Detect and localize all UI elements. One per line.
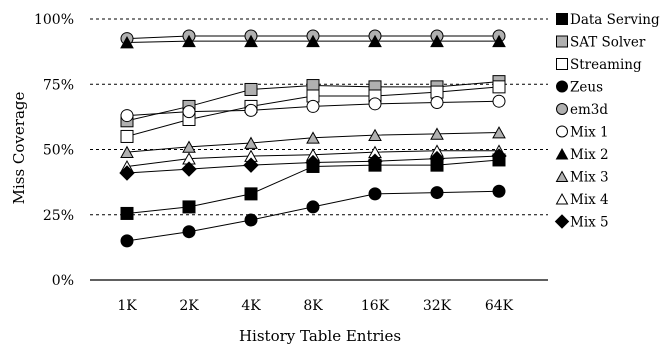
data-point-mix-3 xyxy=(368,128,382,142)
y-tick-label: 25% xyxy=(43,208,74,224)
x-tick-label: 64K xyxy=(485,298,514,314)
data-point-mix-1 xyxy=(244,103,258,117)
data-point-data-serving xyxy=(244,187,258,201)
gridlines xyxy=(90,18,548,216)
data-point-mix-5 xyxy=(429,150,445,167)
x-tick-label: 32K xyxy=(423,298,452,314)
data-point-data-serving xyxy=(120,206,134,220)
data-point-mix-5 xyxy=(367,153,383,169)
legend-label-zeus: Zeus xyxy=(570,80,603,96)
legend-label-sat-solver: SAT Solver xyxy=(570,35,646,51)
x-tick-label: 4K xyxy=(241,298,261,314)
series-markers xyxy=(119,29,507,248)
legend-label-mix-4: Mix 4 xyxy=(570,192,609,208)
legend-label-em3d: em3d xyxy=(570,102,608,118)
data-point-mix-3 xyxy=(244,136,258,149)
data-point-streaming xyxy=(492,80,506,94)
x-tick-labels: 1K 2K 4K 8K 16K 32K 64K xyxy=(117,298,513,314)
data-point-mix-1 xyxy=(368,97,382,111)
data-point-mix-1 xyxy=(182,105,196,119)
legend: Data Serving SAT Solver Streaming Zeus em3d M… xyxy=(554,12,660,231)
y-tick-label: 75% xyxy=(43,77,74,93)
data-point-mix-1 xyxy=(430,96,444,110)
y-axis-title: Miss Coverage xyxy=(10,91,28,204)
x-tick-label: 1K xyxy=(117,298,137,314)
data-point-sat-solver xyxy=(244,82,258,96)
data-point-data-serving xyxy=(182,200,196,214)
data-point-mix-2 xyxy=(244,34,258,48)
y-tick-label: 100% xyxy=(34,12,74,28)
data-point-mix-3 xyxy=(492,126,506,139)
data-point-mix-2 xyxy=(182,34,196,48)
legend-marker-streaming xyxy=(556,58,568,70)
data-point-mix-3 xyxy=(306,131,320,144)
data-point-mix-2 xyxy=(430,34,444,48)
data-point-mix-5 xyxy=(243,157,259,173)
x-tick-label: 2K xyxy=(179,298,199,314)
y-tick-label: 50% xyxy=(43,143,74,159)
legend-marker-zeus xyxy=(556,80,568,93)
data-point-mix-1 xyxy=(306,99,320,113)
y-tick-label: 0% xyxy=(52,273,74,289)
legend-marker-mix-4 xyxy=(555,193,569,205)
legend-label-streaming: Streaming xyxy=(570,57,642,73)
legend-label-mix-5: Mix 5 xyxy=(570,215,609,231)
legend-marker-data-serving xyxy=(556,13,568,25)
data-point-streaming xyxy=(120,129,134,143)
legend-marker-em3d xyxy=(556,103,568,115)
data-point-mix-2 xyxy=(306,34,320,48)
data-point-zeus xyxy=(492,184,506,198)
data-point-mix-5 xyxy=(491,148,507,164)
data-point-zeus xyxy=(368,187,382,201)
legend-marker-mix-2 xyxy=(555,148,569,160)
legend-label-data-serving: Data Serving xyxy=(570,12,660,28)
legend-label-mix-1: Mix 1 xyxy=(570,125,609,141)
legend-marker-mix-5 xyxy=(554,214,570,229)
data-point-zeus xyxy=(244,213,258,227)
x-tick-label: 8K xyxy=(303,298,323,314)
legend-marker-mix-1 xyxy=(556,125,568,138)
x-axis-title: History Table Entries xyxy=(239,327,401,345)
data-point-mix-5 xyxy=(119,165,135,181)
data-point-zeus xyxy=(430,186,444,200)
data-point-zeus xyxy=(120,234,134,248)
data-point-mix-1 xyxy=(120,109,134,123)
x-tick-label: 16K xyxy=(361,298,390,314)
data-point-mix-1 xyxy=(492,94,506,108)
data-point-mix-5 xyxy=(305,154,321,171)
data-point-mix-3 xyxy=(120,145,134,159)
data-point-mix-5 xyxy=(181,161,197,177)
legend-marker-mix-3 xyxy=(555,170,569,182)
legend-label-mix-3: Mix 3 xyxy=(570,170,609,186)
y-tick-labels: 0% 25% 50% 75% 100% xyxy=(34,12,74,289)
data-point-mix-2 xyxy=(368,34,382,48)
data-point-zeus xyxy=(182,225,196,239)
data-point-zeus xyxy=(306,200,320,214)
data-point-mix-3 xyxy=(430,127,444,140)
data-point-mix-2 xyxy=(120,36,134,49)
data-point-mix-2 xyxy=(492,34,506,48)
legend-label-mix-2: Mix 2 xyxy=(570,147,609,163)
legend-marker-sat-solver xyxy=(556,35,568,48)
